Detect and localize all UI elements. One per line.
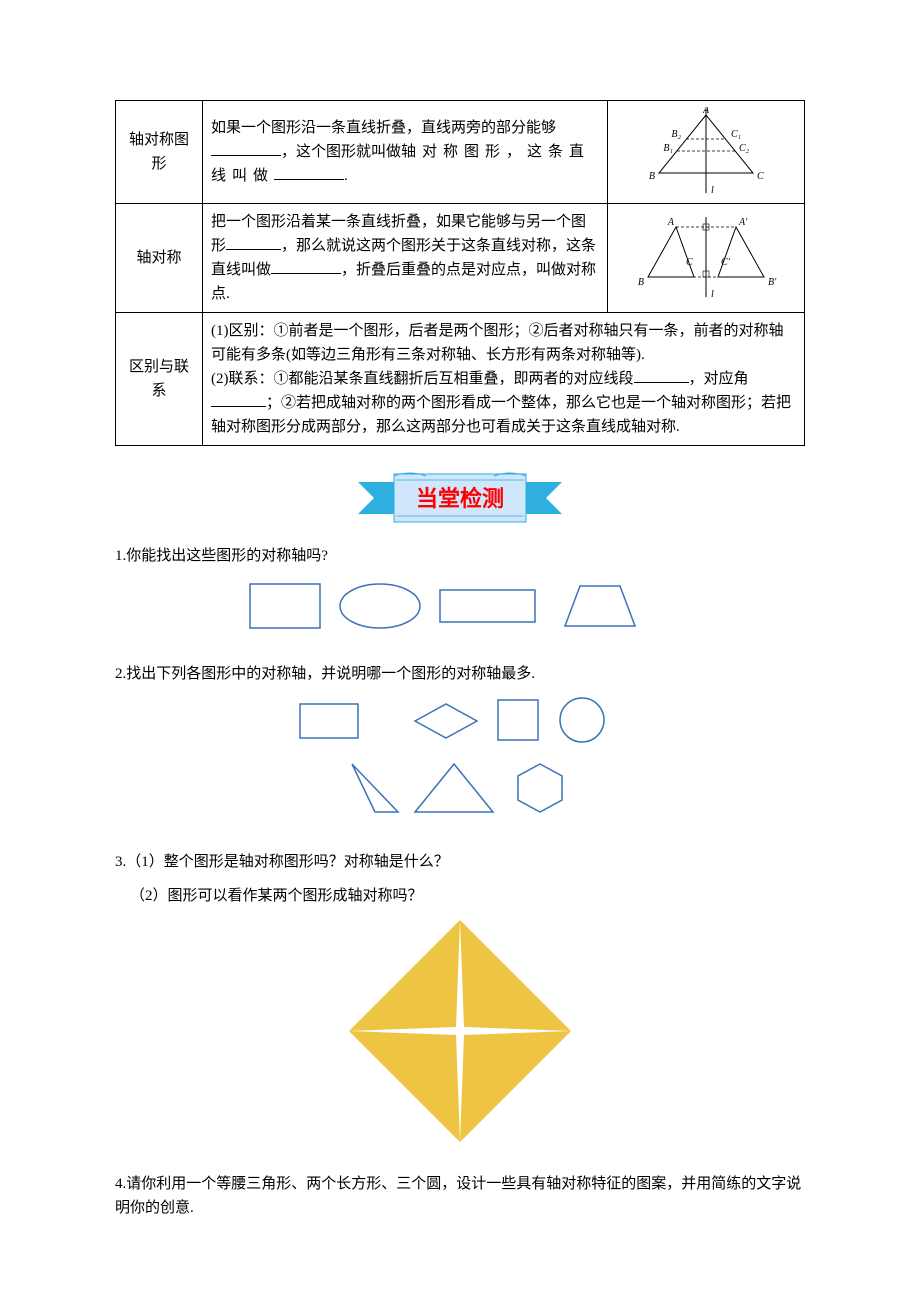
banner-svg: 当堂检测 [350,470,570,526]
text-part: ；②若把成轴对称的两个图形看成一个整体，那么它也是一个轴对称图形；若把轴对称图形… [211,395,791,435]
section-banner: 当堂检测 [115,470,805,534]
row-diagram: A B₂ C₁ B₁ C₂ B C l [608,101,805,204]
text-part: 如果一个图形沿一条直线折叠，直线两旁的部分能够 [211,120,556,136]
svg-text:B₂: B₂ [671,129,681,140]
table-row: 区别与联系 (1)区别：①前者是一个图形，后者是两个图形；②后者对称轴只有一条，… [116,313,805,446]
text-part: (2)联系：①都能沿某条直线翻折后互相重叠，即两者的对应线段 [211,371,634,387]
fill-blank[interactable] [634,368,689,383]
row-label: 轴对称图形 [116,101,203,204]
svg-text:C: C [757,171,764,182]
fill-blank[interactable] [226,235,281,250]
svg-text:A: A [702,107,710,116]
question-4: 4.请你利用一个等腰三角形、两个长方形、三个圆，设计一些具有轴对称特征的图案，并… [115,1172,805,1220]
q2-shapes-svg [280,694,640,824]
row-text: 如果一个图形沿一条直线折叠，直线两旁的部分能够，这个图形就叫做轴对称图形，这条直… [203,101,608,204]
text-part: ，对应角 [689,371,749,387]
svg-text:C₂: C₂ [739,143,750,154]
q3-figure [115,916,805,1154]
svg-text:l: l [711,289,714,300]
table-row: 轴对称 把一个图形沿着某一条直线折叠，如果它能够与另一个图形，那么就说这两个图形… [116,204,805,313]
text-part: . [344,168,348,184]
banner-text: 当堂检测 [416,486,504,511]
q1-shapes-row [115,576,805,644]
definitions-table: 轴对称图形 如果一个图形沿一条直线折叠，直线两旁的部分能够 ，这个图形就叫做轴对称… [115,100,805,446]
svg-text:B: B [638,277,644,288]
svg-text:C₁: C₁ [731,129,741,140]
question-2: 2.找出下列各图形中的对称轴，并说明哪一个图形的对称轴最多. [115,662,805,686]
q3-figure-svg [345,916,575,1146]
text-part: ，这个图形就叫做 [281,144,401,160]
svg-text:C: C [686,257,693,268]
q2-shapes-rows [115,694,805,832]
fill-blank[interactable] [274,165,344,180]
question-3b: （2）图形可以看作某两个图形成轴对称吗？ [130,884,805,908]
row-diagram: A A′ C C′ B B′ l [608,204,805,313]
row-text: 把一个图形沿着某一条直线折叠，如果它能够与另一个图形，那么就说这两个图形关于这条… [203,204,608,313]
fill-blank[interactable] [271,259,341,274]
svg-text:B₁: B₁ [663,143,673,154]
text-part: (1)区别：①前者是一个图形，后者是两个图形；②后者对称轴只有一条，前者的对称轴… [211,323,784,363]
svg-text:B′: B′ [768,277,777,288]
question-1: 1.你能找出这些图形的对称轴吗? [115,544,805,568]
triangle-fold-diagram: A B₂ C₁ B₁ C₂ B C l [631,107,781,197]
fill-blank[interactable] [211,392,266,407]
question-3a: 3.（1）整个图形是轴对称图形吗？对称轴是什么？ [115,850,805,874]
svg-text:A′: A′ [738,217,748,228]
two-triangles-diagram: A A′ C C′ B B′ l [626,213,786,303]
table-row: 轴对称图形 如果一个图形沿一条直线折叠，直线两旁的部分能够，这个图形就叫做轴对称… [116,101,805,204]
row-label: 轴对称 [116,204,203,313]
svg-text:A: A [667,217,675,228]
row-label: 区别与联系 [116,313,203,446]
q1-shapes-svg [240,576,680,636]
svg-text:l: l [711,185,714,196]
row-text: (1)区别：①前者是一个图形，后者是两个图形；②后者对称轴只有一条，前者的对称轴… [203,313,805,446]
fill-blank[interactable] [211,141,281,156]
svg-text:C′: C′ [721,257,731,268]
svg-text:B: B [649,171,655,182]
